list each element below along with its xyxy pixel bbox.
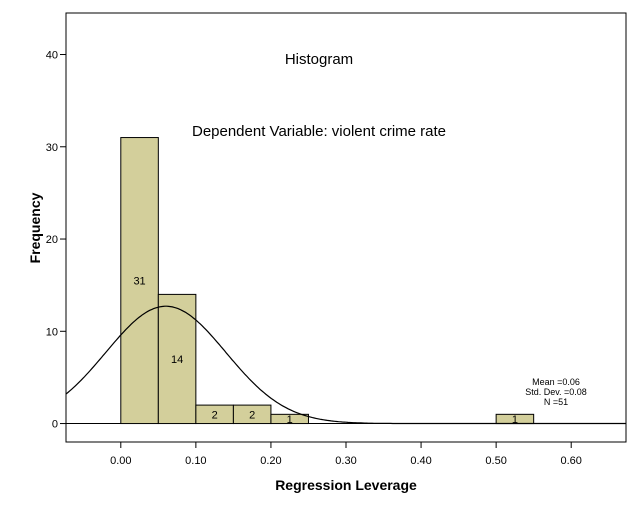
x-tick-label: 0.30 (335, 455, 356, 467)
y-tick-label: 30 (46, 142, 58, 154)
y-tick-label: 40 (46, 50, 58, 62)
y-tick-label: 10 (46, 326, 58, 338)
bar-count-label: 2 (249, 409, 255, 421)
x-tick-label: 0.00 (110, 455, 131, 467)
bar-count-label: 2 (212, 409, 218, 421)
x-axis-label: Regression Leverage (275, 477, 417, 493)
stat-sd: Std. Dev. =0.08 (525, 387, 587, 397)
y-axis-label: Frequency (27, 192, 43, 263)
chart-title: Histogram (285, 51, 353, 68)
x-tick-label: 0.60 (560, 455, 581, 467)
stat-n: N =51 (544, 397, 568, 407)
x-tick-label: 0.10 (185, 455, 206, 467)
histogram-bar (157, 293, 197, 425)
bar-count-label: 31 (133, 276, 145, 288)
stat-mean: Mean =0.06 (532, 377, 580, 387)
bar-count-label: 14 (171, 354, 183, 366)
x-tick-label: 0.40 (410, 455, 431, 467)
x-tick-label: 0.20 (260, 455, 281, 467)
histogram-bar (120, 137, 159, 425)
y-tick-label: 0 (52, 419, 58, 431)
bar-count-label: 1 (512, 414, 518, 426)
y-tick-label: 20 (46, 234, 58, 246)
bar-count-label: 1 (287, 414, 293, 426)
histogram-bar (270, 413, 309, 425)
x-tick-label: 0.50 (485, 455, 506, 467)
normal-curve (65, 305, 626, 425)
chart-subtitle: Dependent Variable: violent crime rate (192, 123, 446, 140)
